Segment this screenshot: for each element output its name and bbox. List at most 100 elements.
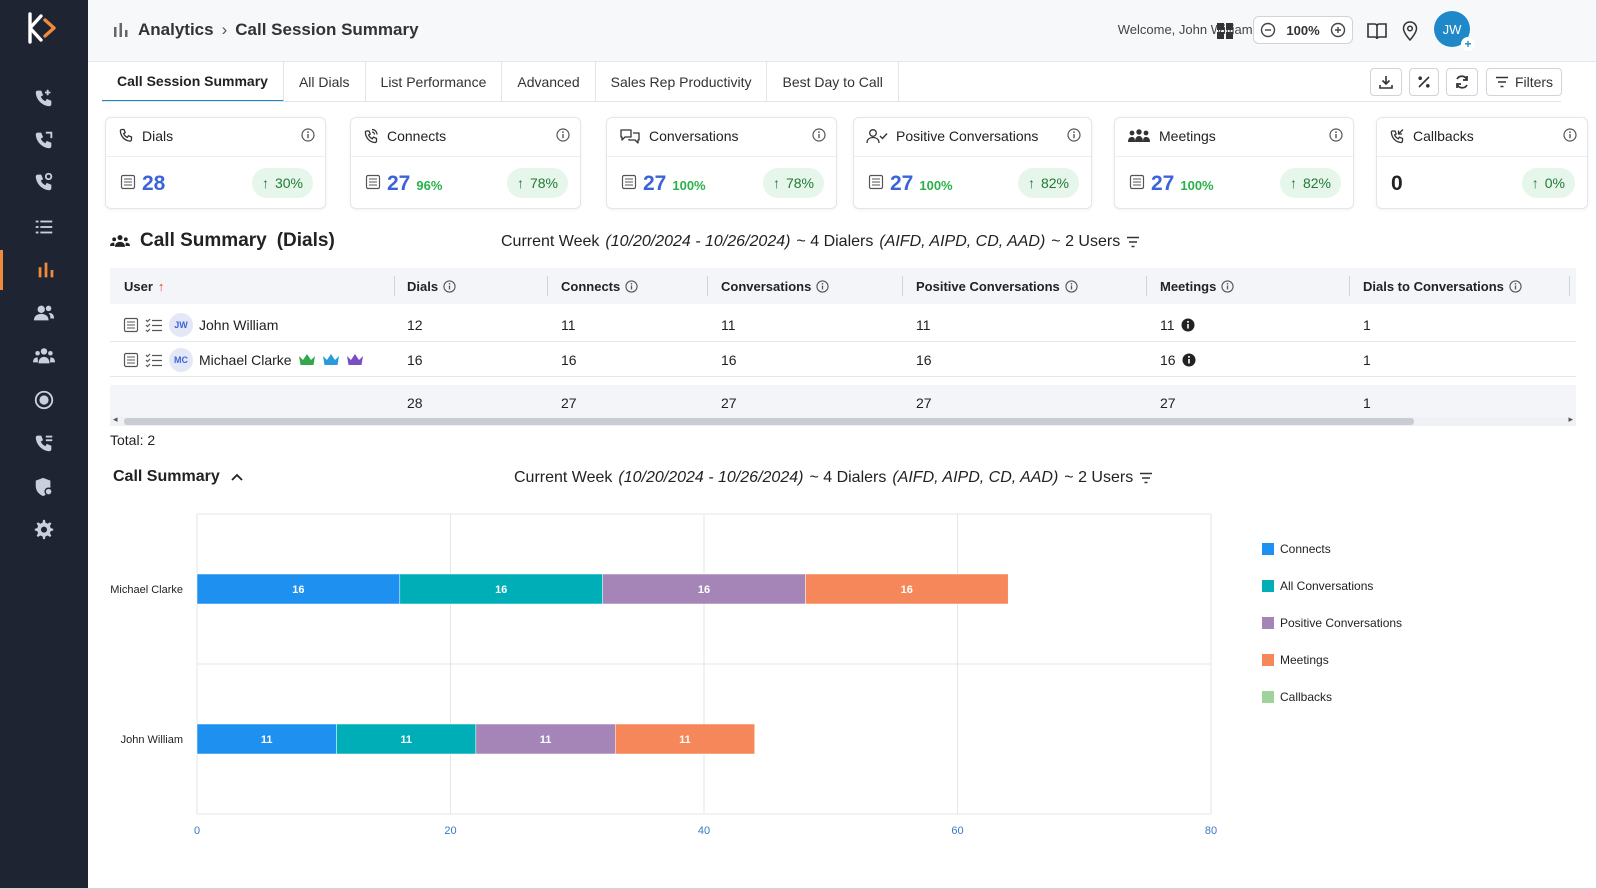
cell-meetings: 11 <box>1160 316 1175 333</box>
info-icon[interactable] <box>625 279 638 293</box>
checklist-icon[interactable] <box>145 352 163 368</box>
legend-item-connects[interactable]: Connects <box>1262 530 1402 567</box>
nav-call-log-icon[interactable] <box>0 423 88 463</box>
user-avatar-small: JW <box>169 312 193 337</box>
add-user-icon[interactable]: + <box>1461 37 1475 51</box>
nav-security-icon[interactable] <box>0 467 88 507</box>
refresh-button[interactable] <box>1446 68 1478 96</box>
column-user[interactable]: User ↑ <box>124 268 164 304</box>
kpi-percent: 96% <box>416 178 443 193</box>
scrollbar-thumb[interactable] <box>124 418 1414 425</box>
info-icon[interactable] <box>812 128 826 142</box>
tab-all-dials[interactable]: All Dials <box>284 62 366 102</box>
info-icon[interactable] <box>816 279 829 293</box>
zoom-out-icon[interactable] <box>1260 22 1276 38</box>
bar-segment <box>196 573 401 605</box>
column-positive-conversations[interactable]: Positive Conversations <box>916 268 1078 304</box>
kpi-card-connects[interactable]: Connects 27 96% ↑ 78% <box>350 117 581 209</box>
legend-item-callbacks[interactable]: Callbacks <box>1262 678 1402 715</box>
list-detail-icon[interactable] <box>1129 174 1145 190</box>
list-detail-icon[interactable] <box>123 317 139 333</box>
tab-call-session-summary[interactable]: Call Session Summary <box>102 62 284 102</box>
legend-label: Callbacks <box>1280 689 1333 704</box>
legend-item-positive-conversations[interactable]: Positive Conversations <box>1262 604 1402 641</box>
filters-button[interactable]: Filters <box>1486 68 1562 96</box>
column-dials-to-conversations[interactable]: Dials to Conversations <box>1363 268 1522 304</box>
download-button[interactable] <box>1370 68 1402 96</box>
scroll-right-icon[interactable]: ▸ <box>1568 414 1573 424</box>
book-icon[interactable] <box>1363 17 1391 45</box>
filter-icon[interactable] <box>1139 472 1153 484</box>
legend-item-meetings[interactable]: Meetings <box>1262 641 1402 678</box>
column-connects[interactable]: Connects <box>561 268 638 304</box>
column-label: Dials to Conversations <box>1363 278 1504 294</box>
info-icon[interactable] <box>1065 279 1078 293</box>
period-prefix: Current Week <box>501 233 600 250</box>
nav-analytics-icon[interactable] <box>0 250 88 290</box>
list-detail-icon[interactable] <box>621 174 637 190</box>
apps-grid-icon[interactable] <box>1211 17 1239 45</box>
tab-sales-rep-productivity[interactable]: Sales Rep Productivity <box>596 62 768 102</box>
checklist-icon[interactable] <box>145 317 163 333</box>
nav-phone-dial-icon[interactable] <box>0 120 88 160</box>
kpi-card-positive-conversations[interactable]: Positive Conversations 27 100% ↑ 82% <box>853 117 1092 209</box>
info-icon[interactable] <box>1329 128 1343 142</box>
kpi-change-badge: ↑ 30% <box>251 168 313 198</box>
nav-team-icon[interactable] <box>0 336 88 376</box>
chevron-up-icon[interactable] <box>230 472 244 482</box>
kpi-card-callbacks[interactable]: Callbacks 0 ↑ 0% <box>1376 117 1588 209</box>
legend-item-all-conversations[interactable]: All Conversations <box>1262 567 1402 604</box>
list-detail-icon[interactable] <box>365 174 381 190</box>
tab-list-performance[interactable]: List Performance <box>366 62 503 102</box>
kpi-value: 0 <box>1391 172 1403 195</box>
filter-icon[interactable] <box>1126 236 1140 248</box>
dialers-list: (AIFD, AIPD, CD, AAD) <box>879 233 1046 250</box>
info-filled-icon[interactable] <box>1181 318 1195 332</box>
scroll-left-icon[interactable]: ◂ <box>113 414 118 424</box>
nav-phone-add-icon[interactable] <box>0 78 88 118</box>
table-row[interactable]: MC Michael Clarke 16 16 16 16 16 1 <box>110 342 1576 377</box>
user-name[interactable]: John William <box>199 316 279 333</box>
kpi-card-meetings[interactable]: Meetings 27 100% ↑ 82% <box>1114 117 1354 209</box>
column-dials[interactable]: Dials <box>407 268 456 304</box>
nav-phone-forward-icon[interactable] <box>0 162 88 202</box>
nav-settings-icon[interactable] <box>0 510 88 550</box>
user-name[interactable]: Michael Clarke <box>199 351 292 368</box>
horizontal-scrollbar[interactable]: ◂ ▸ <box>110 414 1576 426</box>
info-filled-icon[interactable] <box>1182 353 1196 367</box>
user-avatar[interactable]: JW + <box>1434 11 1475 51</box>
info-icon[interactable] <box>1221 279 1234 293</box>
info-icon[interactable] <box>1563 128 1577 142</box>
info-icon[interactable] <box>1509 279 1522 293</box>
kpi-value: 27 <box>890 172 914 195</box>
column-conversations[interactable]: Conversations <box>721 268 829 304</box>
location-pin-icon[interactable] <box>1396 17 1424 45</box>
nav-list-icon[interactable] <box>0 207 88 247</box>
bar-value-label: 11 <box>679 734 691 746</box>
info-icon[interactable] <box>301 128 315 142</box>
period-prefix: Current Week <box>514 469 613 486</box>
bar-segment <box>336 723 477 755</box>
app-logo[interactable] <box>26 12 62 44</box>
kpi-label: Conversations <box>649 128 739 144</box>
percent-toggle-button[interactable] <box>1409 68 1439 96</box>
chart-section-heading[interactable]: Call Summary <box>113 468 244 486</box>
info-icon[interactable] <box>556 128 570 142</box>
sort-arrow-up-icon[interactable]: ↑ <box>157 278 165 294</box>
kpi-card-conversations[interactable]: Conversations 27 100% ↑ 78% <box>606 117 837 209</box>
info-icon[interactable] <box>443 279 456 293</box>
nav-record-icon[interactable] <box>0 380 88 420</box>
column-meetings[interactable]: Meetings <box>1160 268 1234 304</box>
nav-users-icon[interactable] <box>0 293 88 333</box>
breadcrumb-root[interactable]: Analytics <box>138 20 214 39</box>
info-icon[interactable] <box>1067 128 1081 142</box>
user-check-icon <box>866 129 888 144</box>
table-row[interactable]: JW John William 12 11 11 11 11 1 <box>110 307 1576 342</box>
list-detail-icon[interactable] <box>868 174 884 190</box>
zoom-in-icon[interactable] <box>1330 22 1346 38</box>
tab-advanced[interactable]: Advanced <box>502 62 596 102</box>
kpi-card-dials[interactable]: Dials 28 ↑ 30% <box>105 117 326 209</box>
list-detail-icon[interactable] <box>123 352 139 368</box>
tab-best-day-to-call[interactable]: Best Day to Call <box>767 62 899 102</box>
list-detail-icon[interactable] <box>120 174 136 190</box>
